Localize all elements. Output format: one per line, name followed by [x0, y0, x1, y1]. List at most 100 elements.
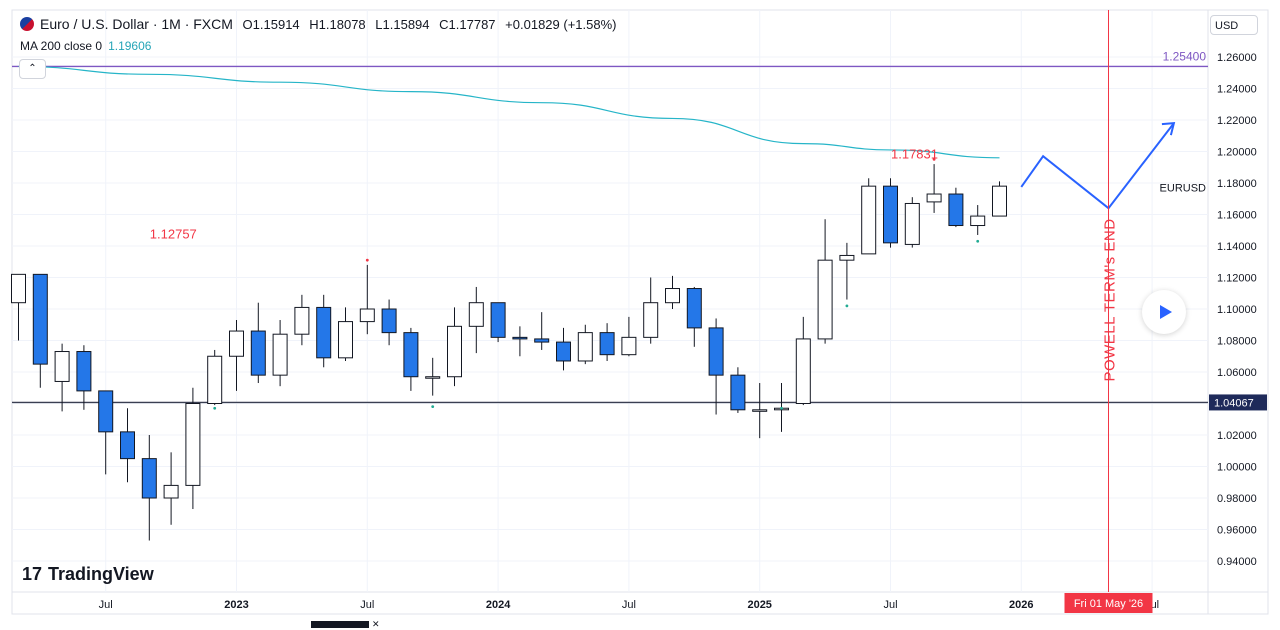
candle-body	[229, 330, 244, 357]
candle-body	[468, 302, 484, 327]
y-tick-label: 1.00000	[1217, 462, 1257, 474]
candle-body	[556, 341, 571, 362]
x-tick-label: Jul	[99, 599, 113, 611]
x-tick-label: Jul	[883, 599, 897, 611]
candle-body	[338, 321, 353, 359]
candle-body	[425, 376, 441, 379]
x-tick-label: 2026	[1009, 599, 1033, 611]
y-tick-label: 1.12000	[1217, 273, 1257, 285]
y-tick-label: 1.24000	[1217, 84, 1257, 96]
chevron-up-icon: ⌃	[28, 63, 37, 74]
y-tick-label: 1.08000	[1217, 336, 1257, 348]
level-price-tag-label: 1.04067	[1214, 397, 1254, 409]
y-tick-label: 0.94000	[1217, 556, 1257, 568]
candle-body	[32, 273, 48, 365]
candle-body	[316, 306, 332, 359]
candle-body	[926, 193, 942, 203]
candle-body	[185, 403, 201, 486]
candle-body	[163, 484, 179, 499]
candle-body	[359, 308, 375, 323]
candle-body	[11, 273, 26, 304]
candle-body	[120, 431, 135, 460]
candle-body	[861, 185, 877, 255]
moving-average-line	[18, 65, 1000, 159]
candle-body	[752, 409, 768, 412]
y-tick-label: 1.22000	[1217, 115, 1257, 127]
candle-body	[141, 458, 157, 499]
x-tick-label: 2024	[486, 599, 511, 611]
candle-body	[730, 374, 746, 411]
price-annotation: 1.12757	[150, 227, 197, 242]
close-icon[interactable]: ✕	[372, 619, 380, 629]
candle-body	[512, 336, 528, 340]
symbol-label: EURUSD	[1160, 182, 1207, 194]
candle-body	[621, 336, 637, 356]
replay-play-button[interactable]	[1142, 290, 1186, 334]
y-tick-label: 1.14000	[1217, 241, 1257, 253]
chart-header: Euro / U.S. Dollar · 1M · FXCM O1.15914 …	[20, 16, 622, 32]
y-tick-label: 1.20000	[1217, 147, 1257, 159]
event-date-tag	[1064, 593, 1153, 613]
candle-body	[817, 259, 833, 340]
candle-body	[708, 327, 724, 376]
event-label: POWELL TERM's END	[1102, 218, 1119, 381]
signal-marker	[976, 239, 980, 243]
event-date-label: Fri 01 May '26	[1074, 598, 1143, 610]
level-label: 1.25400	[1163, 49, 1207, 63]
change-value: +0.01829 (+1.58%)	[505, 17, 617, 32]
candle-body	[403, 332, 419, 378]
candle-body	[665, 288, 680, 304]
y-tick-label: 0.98000	[1217, 493, 1257, 505]
currency-button[interactable]: USD	[1210, 15, 1258, 35]
bottom-panel-tab[interactable]	[311, 621, 369, 628]
candle-body	[534, 338, 550, 343]
y-tick-label: 0.96000	[1217, 525, 1257, 537]
high-value: H1.18078	[309, 17, 366, 32]
signal-marker	[845, 304, 849, 308]
symbol-title[interactable]: Euro / U.S. Dollar · 1M · FXCM	[40, 16, 233, 32]
ma-label: MA 200 close 0	[20, 39, 103, 53]
candle-body	[577, 332, 593, 362]
candle-body	[599, 332, 615, 356]
candle-body	[447, 325, 462, 378]
candle-body	[98, 390, 114, 433]
signal-marker	[780, 406, 783, 410]
candle-body	[76, 351, 92, 392]
signal-marker	[932, 157, 936, 161]
candle-body	[207, 355, 223, 404]
level-price-tag	[1209, 394, 1267, 411]
signal-marker	[213, 406, 217, 410]
logo-text: TradingView	[48, 564, 154, 584]
signal-marker	[431, 405, 435, 409]
y-tick-label: 1.18000	[1217, 178, 1257, 190]
x-tick-label: Jul	[360, 599, 374, 611]
projection-line	[1020, 122, 1175, 210]
candle-body	[992, 185, 1007, 217]
low-value: L1.15894	[375, 17, 430, 32]
chart-frame	[11, 9, 1269, 615]
tradingview-logo: 17 TradingView	[22, 564, 154, 585]
currency-pair-flag-icon	[20, 17, 34, 31]
candle-body	[883, 185, 898, 244]
close-value: C1.17787	[439, 17, 496, 32]
tradingview-logo-icon: 17	[22, 564, 43, 584]
price-annotation: 1.17831	[891, 147, 938, 162]
candle-body	[381, 308, 397, 334]
y-tick-label: 1.10000	[1217, 304, 1257, 316]
projection-arrowhead	[1161, 122, 1176, 136]
open-value: O1.15914	[242, 17, 300, 32]
collapse-legend-button[interactable]: ⌃	[19, 59, 46, 79]
candle-body	[970, 215, 986, 227]
ma-legend[interactable]: MA 200 close 0 1.19606	[20, 39, 151, 53]
x-tick-label: 2023	[224, 599, 248, 611]
candle-body	[839, 254, 855, 261]
signal-marker	[365, 258, 369, 262]
candle-body	[904, 202, 920, 245]
candle-body	[643, 302, 659, 338]
y-tick-label: 1.02000	[1217, 430, 1257, 442]
candle-body	[54, 351, 70, 382]
candle-body	[795, 338, 811, 404]
candle-body	[294, 306, 310, 335]
ma-value: 1.19606	[108, 39, 152, 53]
